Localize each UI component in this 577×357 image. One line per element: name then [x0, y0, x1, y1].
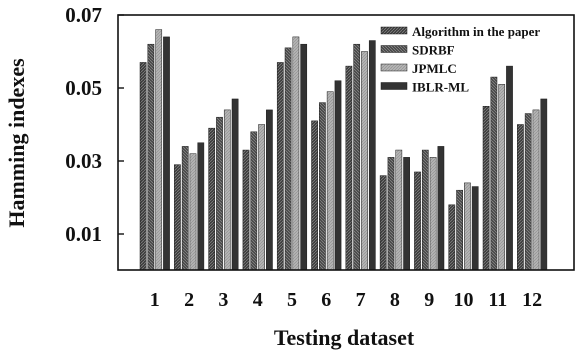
y-tick-label: 0.07: [65, 3, 102, 27]
bar-sdrbf-11: [490, 76, 498, 271]
bar-iblr-ml-4: [266, 109, 273, 271]
y-axis-ticks: 0.01 0.03 0.05 0.07: [65, 3, 124, 246]
bar-algorithm-in-the-paper-12: [517, 124, 524, 271]
bar-algorithm-in-the-paper-10: [448, 204, 456, 271]
bar-algorithm-in-the-paper-5: [276, 62, 284, 271]
bar-algorithm-in-the-paper-7: [345, 65, 353, 271]
bar-algorithm-in-the-paper-11: [482, 106, 490, 271]
legend-label: Algorithm in the paper: [412, 24, 540, 39]
legend-swatch: [380, 82, 408, 90]
bar-jpmlc-11: [498, 84, 506, 271]
y-tick-label: 0.03: [65, 149, 102, 173]
bar-iblr-ml-7: [368, 40, 376, 271]
bar-iblr-ml-3: [231, 98, 239, 271]
bar-iblr-ml-2: [197, 142, 205, 271]
bar-jpmlc-9: [429, 157, 437, 271]
bar-iblr-ml-12: [540, 98, 548, 271]
x-tick-label: 8: [390, 289, 400, 311]
x-tick-label: 2: [184, 289, 194, 311]
bar-jpmlc-6: [326, 91, 334, 271]
bar-jpmlc-4: [258, 124, 265, 271]
x-axis-title: Testing dataset: [274, 325, 415, 350]
bar-jpmlc-5: [292, 36, 300, 271]
bar-sdrbf-6: [319, 102, 326, 271]
bar-iblr-ml-10: [471, 186, 479, 271]
plot-frame: [117, 14, 575, 271]
bar-algorithm-in-the-paper-1: [139, 62, 147, 271]
bar-sdrbf-4: [250, 131, 258, 271]
bar-sdrbf-9: [421, 149, 429, 271]
x-tick-label: 6: [321, 289, 331, 311]
bar-algorithm-in-the-paper-2: [174, 164, 181, 271]
bars-group: [139, 29, 548, 271]
legend-swatch: [380, 26, 408, 35]
bar-jpmlc-1: [155, 29, 163, 271]
bar-sdrbf-12: [524, 113, 532, 271]
y-axis-title: Hamming indexes: [4, 58, 29, 228]
bar-sdrbf-2: [181, 146, 189, 271]
bar-jpmlc-8: [395, 149, 403, 271]
x-tick-label: 12: [522, 289, 542, 311]
bar-sdrbf-10: [456, 189, 463, 271]
bar-algorithm-in-the-paper-8: [379, 175, 387, 271]
bar-algorithm-in-the-paper-6: [311, 120, 318, 271]
legend: Algorithm in the paper SDRBF JPMLC IBLR-ML: [380, 24, 540, 95]
bar-algorithm-in-the-paper-9: [414, 171, 421, 271]
bar-jpmlc-7: [361, 51, 368, 271]
bar-algorithm-in-the-paper-3: [208, 127, 216, 271]
x-axis-ticks: 1 2 3 4 5 6 7 8 9 10 11 12: [150, 289, 542, 311]
bar-sdrbf-1: [147, 43, 155, 271]
bar-jpmlc-3: [223, 109, 231, 271]
legend-swatch: [380, 45, 408, 53]
x-tick-label: 9: [424, 289, 434, 311]
x-tick-label: 4: [253, 289, 263, 311]
legend-label: JPMLC: [412, 61, 457, 76]
y-tick-label: 0.01: [65, 222, 102, 246]
legend-label: SDRBF: [412, 43, 455, 58]
y-tick-label: 0.05: [65, 76, 102, 100]
bar-iblr-ml-6: [334, 80, 342, 271]
bar-iblr-ml-5: [300, 43, 308, 271]
bar-iblr-ml-1: [163, 36, 170, 271]
bar-sdrbf-7: [353, 43, 361, 271]
bar-iblr-ml-11: [506, 65, 513, 271]
legend-label: IBLR-ML: [412, 80, 469, 95]
bar-sdrbf-3: [216, 116, 223, 271]
legend-swatch: [380, 63, 408, 72]
x-tick-label: 10: [454, 289, 474, 311]
x-tick-label: 5: [287, 289, 297, 311]
x-tick-label: 3: [218, 289, 228, 311]
bar-sdrbf-8: [387, 157, 395, 271]
bar-algorithm-in-the-paper-4: [242, 149, 250, 271]
x-tick-label: 1: [150, 289, 160, 311]
x-tick-label: 11: [488, 289, 507, 311]
bar-jpmlc-10: [464, 182, 471, 271]
bar-iblr-ml-8: [403, 157, 410, 271]
bar-iblr-ml-9: [437, 146, 445, 271]
bar-jpmlc-2: [189, 153, 197, 271]
bar-jpmlc-12: [532, 109, 540, 271]
x-tick-label: 7: [356, 289, 366, 311]
bar-sdrbf-5: [284, 47, 292, 271]
